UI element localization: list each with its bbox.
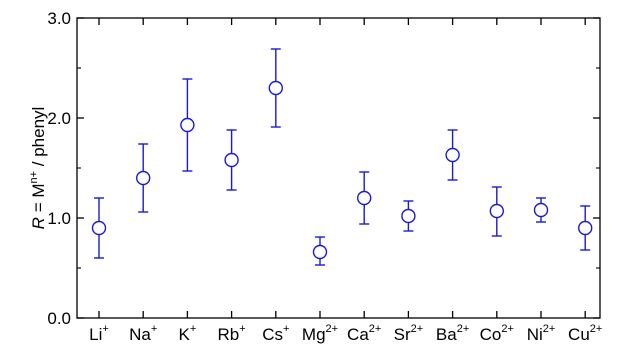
- data-point: [135, 170, 151, 186]
- data-point: [401, 208, 416, 224]
- x-tick-label: Ca2+: [347, 323, 381, 344]
- data-point: [533, 202, 549, 218]
- data-point: [180, 117, 195, 133]
- y-tick-label: 3.0: [47, 9, 71, 28]
- data-point: [312, 244, 328, 260]
- data-point: [578, 220, 593, 236]
- y-tick-label: 2.0: [47, 109, 71, 128]
- x-tick-label: Mg2+: [302, 323, 338, 344]
- data-point: [91, 220, 107, 236]
- x-tick-label: K+: [179, 323, 197, 344]
- x-tick-label: Rb+: [218, 323, 246, 344]
- y-axis-title: R = Mn+ / phenyl: [28, 107, 48, 230]
- x-tick-label: Ni2+: [527, 323, 556, 344]
- data-point: [445, 147, 460, 163]
- x-tick-label: Li+: [89, 323, 109, 344]
- data-point: [489, 203, 504, 219]
- plot-frame: [76, 17, 601, 319]
- x-tick-label: Sr2+: [394, 323, 424, 344]
- data-point: [357, 190, 372, 206]
- x-tick-label: Cs+: [262, 323, 289, 344]
- x-tick-label: Ba2+: [436, 323, 469, 344]
- data-point: [268, 80, 283, 96]
- x-tick-label: Cu2+: [568, 323, 602, 344]
- data-point: [224, 152, 239, 168]
- x-tick-label: Na+: [129, 323, 157, 344]
- y-tick-label: 0.0: [47, 309, 71, 328]
- y-tick-label: 1.0: [47, 209, 71, 228]
- x-tick-label: Co2+: [480, 323, 514, 344]
